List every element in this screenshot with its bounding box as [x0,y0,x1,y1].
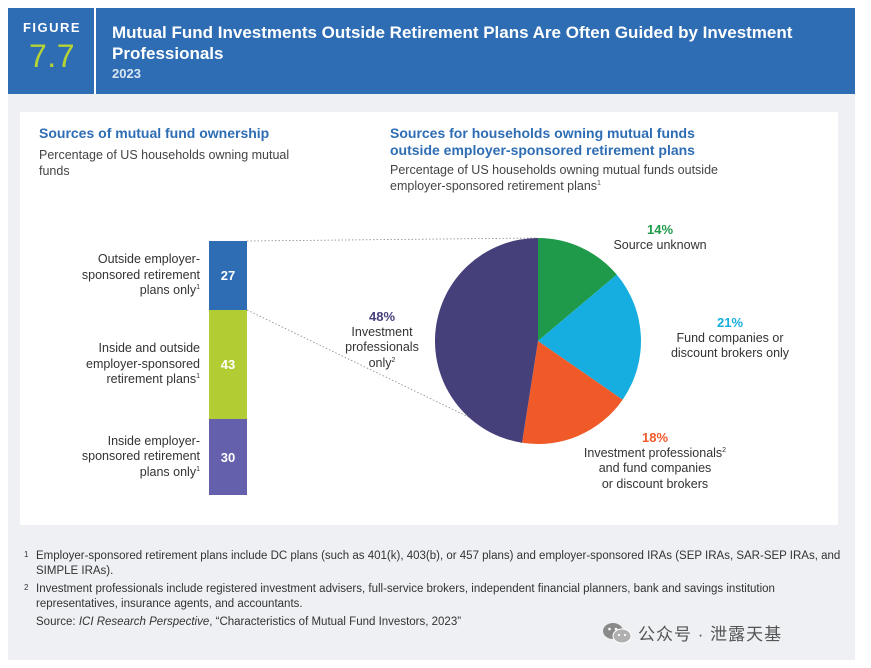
figure-number-box: FIGURE 7.7 [8,8,96,94]
source-prefix: Source: [36,616,79,628]
pie-percent-label: 21% [716,315,744,330]
pie-percent-label: 18% [641,430,669,445]
wechat-icon [603,622,632,643]
figure-label: FIGURE [22,20,82,35]
watermark: 公众号 · 泄露天基 [602,620,782,645]
chart-panel: Sources of mutual fund ownership Percent… [20,112,838,525]
footnote-marker: 2 [24,583,29,592]
watermark-text: 公众号 · 泄露天基 [638,625,783,644]
bar-category-label: Inside and outside employer-sponsored reti… [86,341,200,387]
pie-label-1: 14% Source unknown [590,222,730,253]
pie-chart [434,238,641,445]
pie-percent-label: 14% [646,222,674,237]
pie-slice-1 [538,238,617,341]
pie-percent-label: 48% [368,309,396,324]
right-chart-subtitle: Percentage of US households owning mutua… [390,162,720,194]
figure-header: FIGURE 7.7 Mutual Fund Investments Outsi… [8,8,855,94]
footnotes: 1 Employer-sponsored retirement plans in… [24,549,844,630]
left-chart-title: Sources of mutual fund ownership [39,125,270,141]
source-line: Source: ICI Research Perspective, “Chara… [24,615,844,630]
source-suffix: , “Characteristics of Mutual Fund Invest… [209,616,462,628]
bar-segment-3: 30 [209,419,247,495]
right-chart-title: Sources for households owning mutual fun… [390,125,695,158]
bar-value-label: 30 [220,449,236,465]
figure-number: 7.7 [29,38,75,74]
source-publication: ICI Research Perspective [78,616,210,628]
figure-year: 2023 [112,66,141,81]
bar-value-label: 43 [220,357,236,372]
pie-label-4: 48% Investment professionals only2 [322,309,442,371]
bar-category-label: Inside employer-sponsored retirement plan… [81,433,200,479]
footnote-text: Employer-sponsored retirement plans incl… [36,550,841,577]
footnote-1: 1 Employer-sponsored retirement plans in… [24,549,844,579]
right-chart-subtitle-sup: 1 [597,179,601,187]
right-chart-subtitle-text: Percentage of US households owning mutua… [390,163,718,193]
pie-slice-2 [538,274,641,400]
bar-category-label: Outside employer-sponsored retirement pla… [81,252,200,298]
footnote-marker: 1 [24,550,29,559]
pie-label-2: 21% Fund companies or discount brokers onl… [640,315,820,362]
footnote-text: Investment professionals include registe… [36,583,775,610]
bar-segment-2: 43 [209,310,247,419]
pie-slice-4 [434,238,538,443]
figure-title: Mutual Fund Investments Outside Retireme… [112,23,793,63]
pie-label-3: 18% Investment professionals2 and fund com… [560,430,750,492]
bar-segment-1: 27 [209,241,247,310]
bar-value-label: 27 [220,268,236,283]
pie-slice-3 [522,341,623,445]
footnote-2: 2 Investment professionals include regis… [24,582,844,612]
left-chart-subtitle: Percentage of US households owning mutua… [39,148,290,178]
